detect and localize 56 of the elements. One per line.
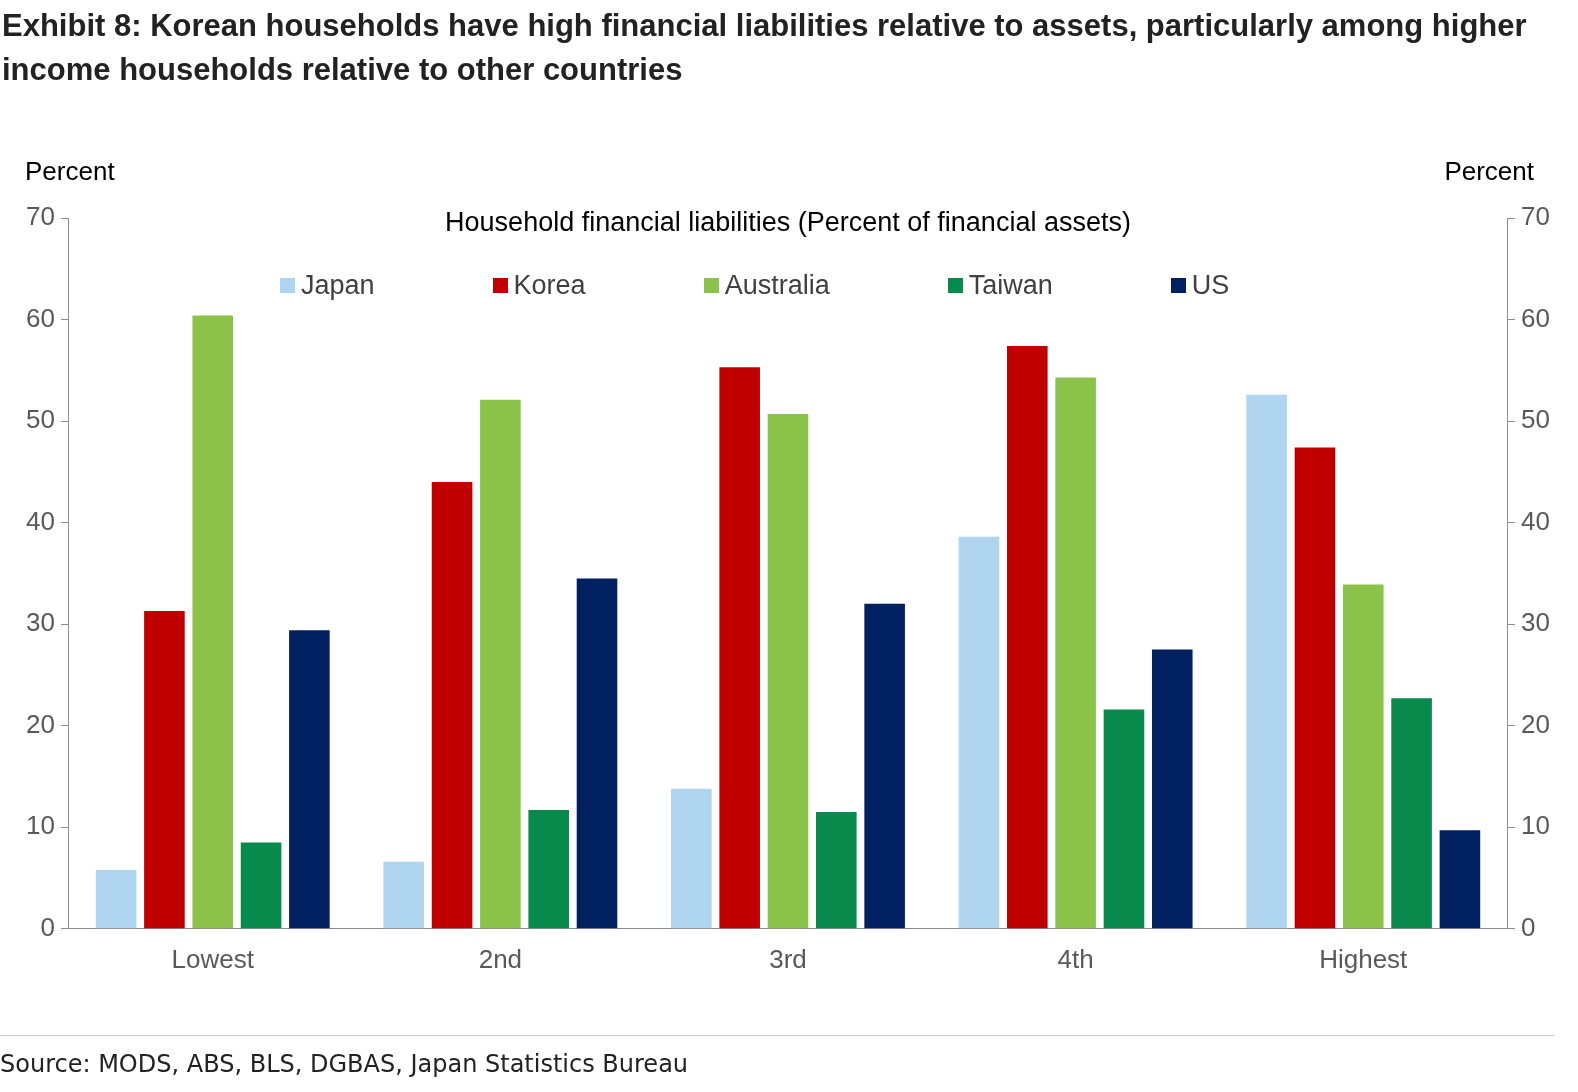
bar — [1391, 698, 1432, 929]
bar — [1246, 394, 1287, 929]
y-axis-title: Percent — [25, 156, 115, 187]
bar — [144, 610, 185, 929]
x-tick-label: 3rd — [769, 943, 807, 974]
chart-subtitle: Household financial liabilities (Percent of financial assets) — [445, 207, 1131, 238]
legend-label: Korea — [513, 270, 586, 301]
bar — [383, 861, 425, 929]
bar — [1151, 649, 1193, 929]
legend-label: Taiwan — [968, 270, 1053, 301]
bar — [192, 315, 234, 929]
bar — [289, 630, 330, 929]
y2-tick-label: 70 — [1521, 201, 1550, 232]
y-tick-label: 10 — [26, 810, 55, 841]
y-tick-label: 30 — [26, 607, 55, 638]
y-tick-label: 50 — [26, 404, 55, 435]
y2-tick-label: 10 — [1521, 810, 1550, 841]
bar — [1342, 584, 1384, 929]
y-tick-label: 20 — [26, 708, 55, 739]
chart-title: Exhibit 8: Korean households have high financial liabilities relative to assets, particularly among higher income households relative to other countries — [2, 7, 1528, 89]
legend-label: Japan — [301, 270, 375, 301]
y2-tick-label: 30 — [1521, 607, 1550, 638]
bar — [864, 603, 905, 929]
bar — [1439, 830, 1481, 929]
y2-tick-label: 0 — [1521, 911, 1536, 942]
bar — [431, 482, 473, 929]
bar — [528, 810, 569, 929]
y2-tick-label: 50 — [1521, 404, 1550, 435]
y-tick-label: 70 — [26, 201, 55, 232]
legend-label: Australia — [724, 270, 830, 301]
y2-tick-label: 60 — [1521, 302, 1550, 333]
y-tick-label: 60 — [26, 302, 55, 333]
y2-tick-label: 40 — [1521, 505, 1550, 536]
bar — [240, 842, 282, 929]
bar — [958, 536, 1000, 929]
x-tick-label: 2nd — [478, 943, 523, 974]
bar — [1007, 345, 1048, 929]
bar — [719, 367, 760, 929]
source-note: Source: MODS, ABS, BLS, DGBAS, Japan Statistics Bureau — [0, 1035, 1554, 1078]
bar — [95, 869, 137, 929]
bar — [671, 788, 712, 929]
legend-label: US — [1191, 270, 1230, 301]
x-tick-label: 4th — [1057, 943, 1094, 974]
bar — [1294, 447, 1336, 929]
bar — [480, 399, 521, 929]
y-tick-label: 40 — [26, 505, 55, 536]
bar — [767, 413, 809, 929]
y2-tick-label: 20 — [1521, 708, 1550, 739]
x-tick-label: Lowest — [171, 943, 255, 974]
y2-axis-title: Percent — [1444, 156, 1534, 187]
bar — [576, 578, 618, 929]
y-tick-label: 0 — [40, 911, 55, 942]
x-tick-label: Highest — [1319, 943, 1409, 974]
bar — [1103, 709, 1145, 929]
bar — [816, 812, 857, 929]
bar — [1055, 377, 1096, 929]
